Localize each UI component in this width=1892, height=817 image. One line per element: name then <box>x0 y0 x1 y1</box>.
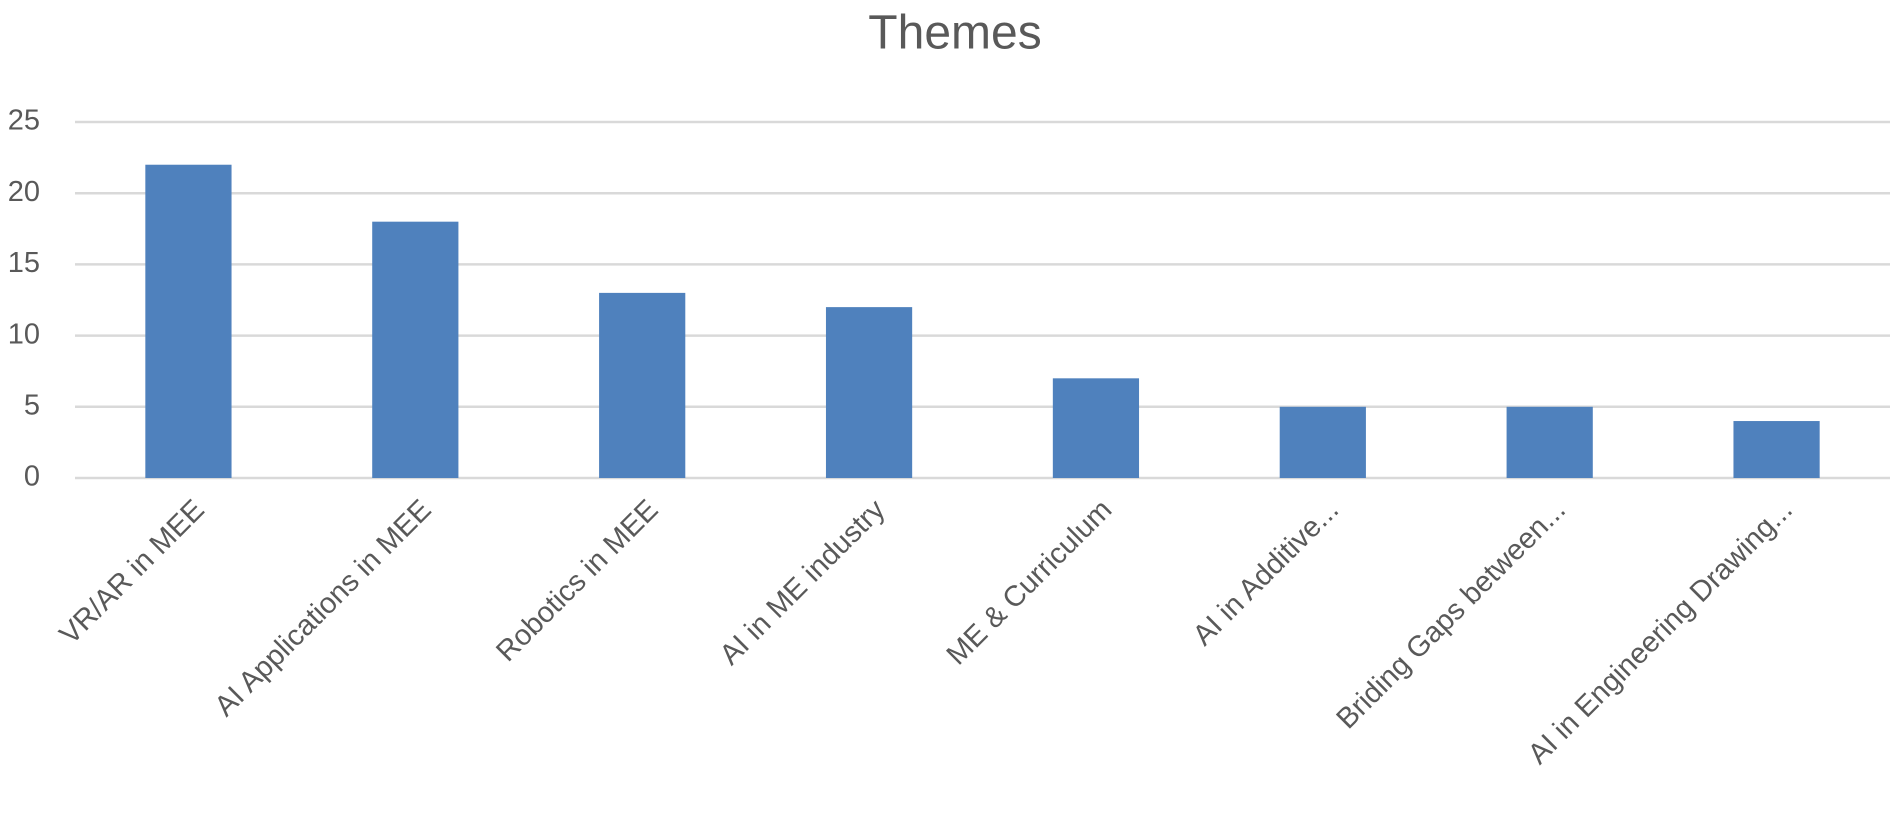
x-tick-label: AI in Engineering Drawing... <box>1522 494 1799 771</box>
x-tick-label: Briding Gaps between... <box>1331 494 1572 735</box>
y-tick-label: 0 <box>24 461 40 493</box>
bar <box>1506 406 1593 478</box>
y-tick-label: 10 <box>8 318 40 350</box>
y-tick-label: 25 <box>8 105 40 137</box>
y-tick-label: 5 <box>24 389 40 421</box>
x-tick-label: ME & Curriculum <box>941 494 1119 672</box>
x-tick-label: VR/AR in MEE <box>54 494 211 651</box>
y-tick-label: 20 <box>8 176 40 208</box>
y-tick-label: 15 <box>8 247 40 279</box>
x-tick-label: AI Applications in MEE <box>209 494 438 723</box>
bar <box>825 307 913 478</box>
bar <box>1279 406 1366 478</box>
bar <box>372 221 459 478</box>
x-tick-label: AI in ME industry <box>714 493 892 671</box>
chart-title: Themes <box>868 7 1041 60</box>
bar <box>1733 421 1820 478</box>
bar <box>145 164 232 478</box>
bar <box>1052 378 1140 478</box>
x-tick-label: AI in Additive... <box>1187 494 1345 652</box>
bar <box>599 292 686 478</box>
x-tick-label: Robotics in MEE <box>490 494 664 668</box>
